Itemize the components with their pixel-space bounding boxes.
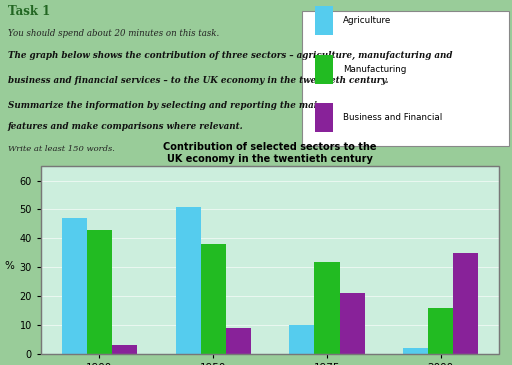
Bar — [289, 325, 314, 354]
Text: Business and Financial: Business and Financial — [343, 113, 442, 122]
Bar — [315, 55, 333, 84]
Bar — [62, 218, 87, 354]
Bar — [315, 7, 333, 35]
Bar — [112, 345, 137, 354]
Bar — [201, 244, 226, 354]
Text: features and make comparisons where relevant.: features and make comparisons where rele… — [8, 122, 243, 131]
Bar — [429, 308, 453, 354]
Text: Summarize the information by selecting and reporting the main: Summarize the information by selecting a… — [8, 101, 323, 110]
Bar — [453, 253, 478, 354]
Text: Write at least 150 words.: Write at least 150 words. — [8, 145, 115, 153]
FancyBboxPatch shape — [302, 11, 509, 146]
Text: You should spend about 20 minutes on this task.: You should spend about 20 minutes on thi… — [8, 29, 219, 38]
Bar — [339, 293, 365, 354]
Bar — [314, 261, 339, 354]
Text: Agriculture: Agriculture — [343, 16, 391, 26]
Bar — [315, 103, 333, 132]
Text: Task 1: Task 1 — [8, 5, 50, 18]
Bar — [403, 348, 429, 354]
Bar — [176, 207, 201, 354]
Text: The graph below shows the contribution of three sectors – agriculture, manufactu: The graph below shows the contribution o… — [8, 51, 452, 61]
Bar — [226, 328, 251, 354]
Text: Manufacturing: Manufacturing — [343, 65, 407, 74]
Bar — [87, 230, 112, 354]
Title: Contribution of selected sectors to the
UK economy in the twentieth century: Contribution of selected sectors to the … — [163, 142, 377, 164]
Y-axis label: %: % — [4, 261, 14, 271]
Text: business and financial services – to the UK economy in the twentieth century.: business and financial services – to the… — [8, 76, 388, 85]
